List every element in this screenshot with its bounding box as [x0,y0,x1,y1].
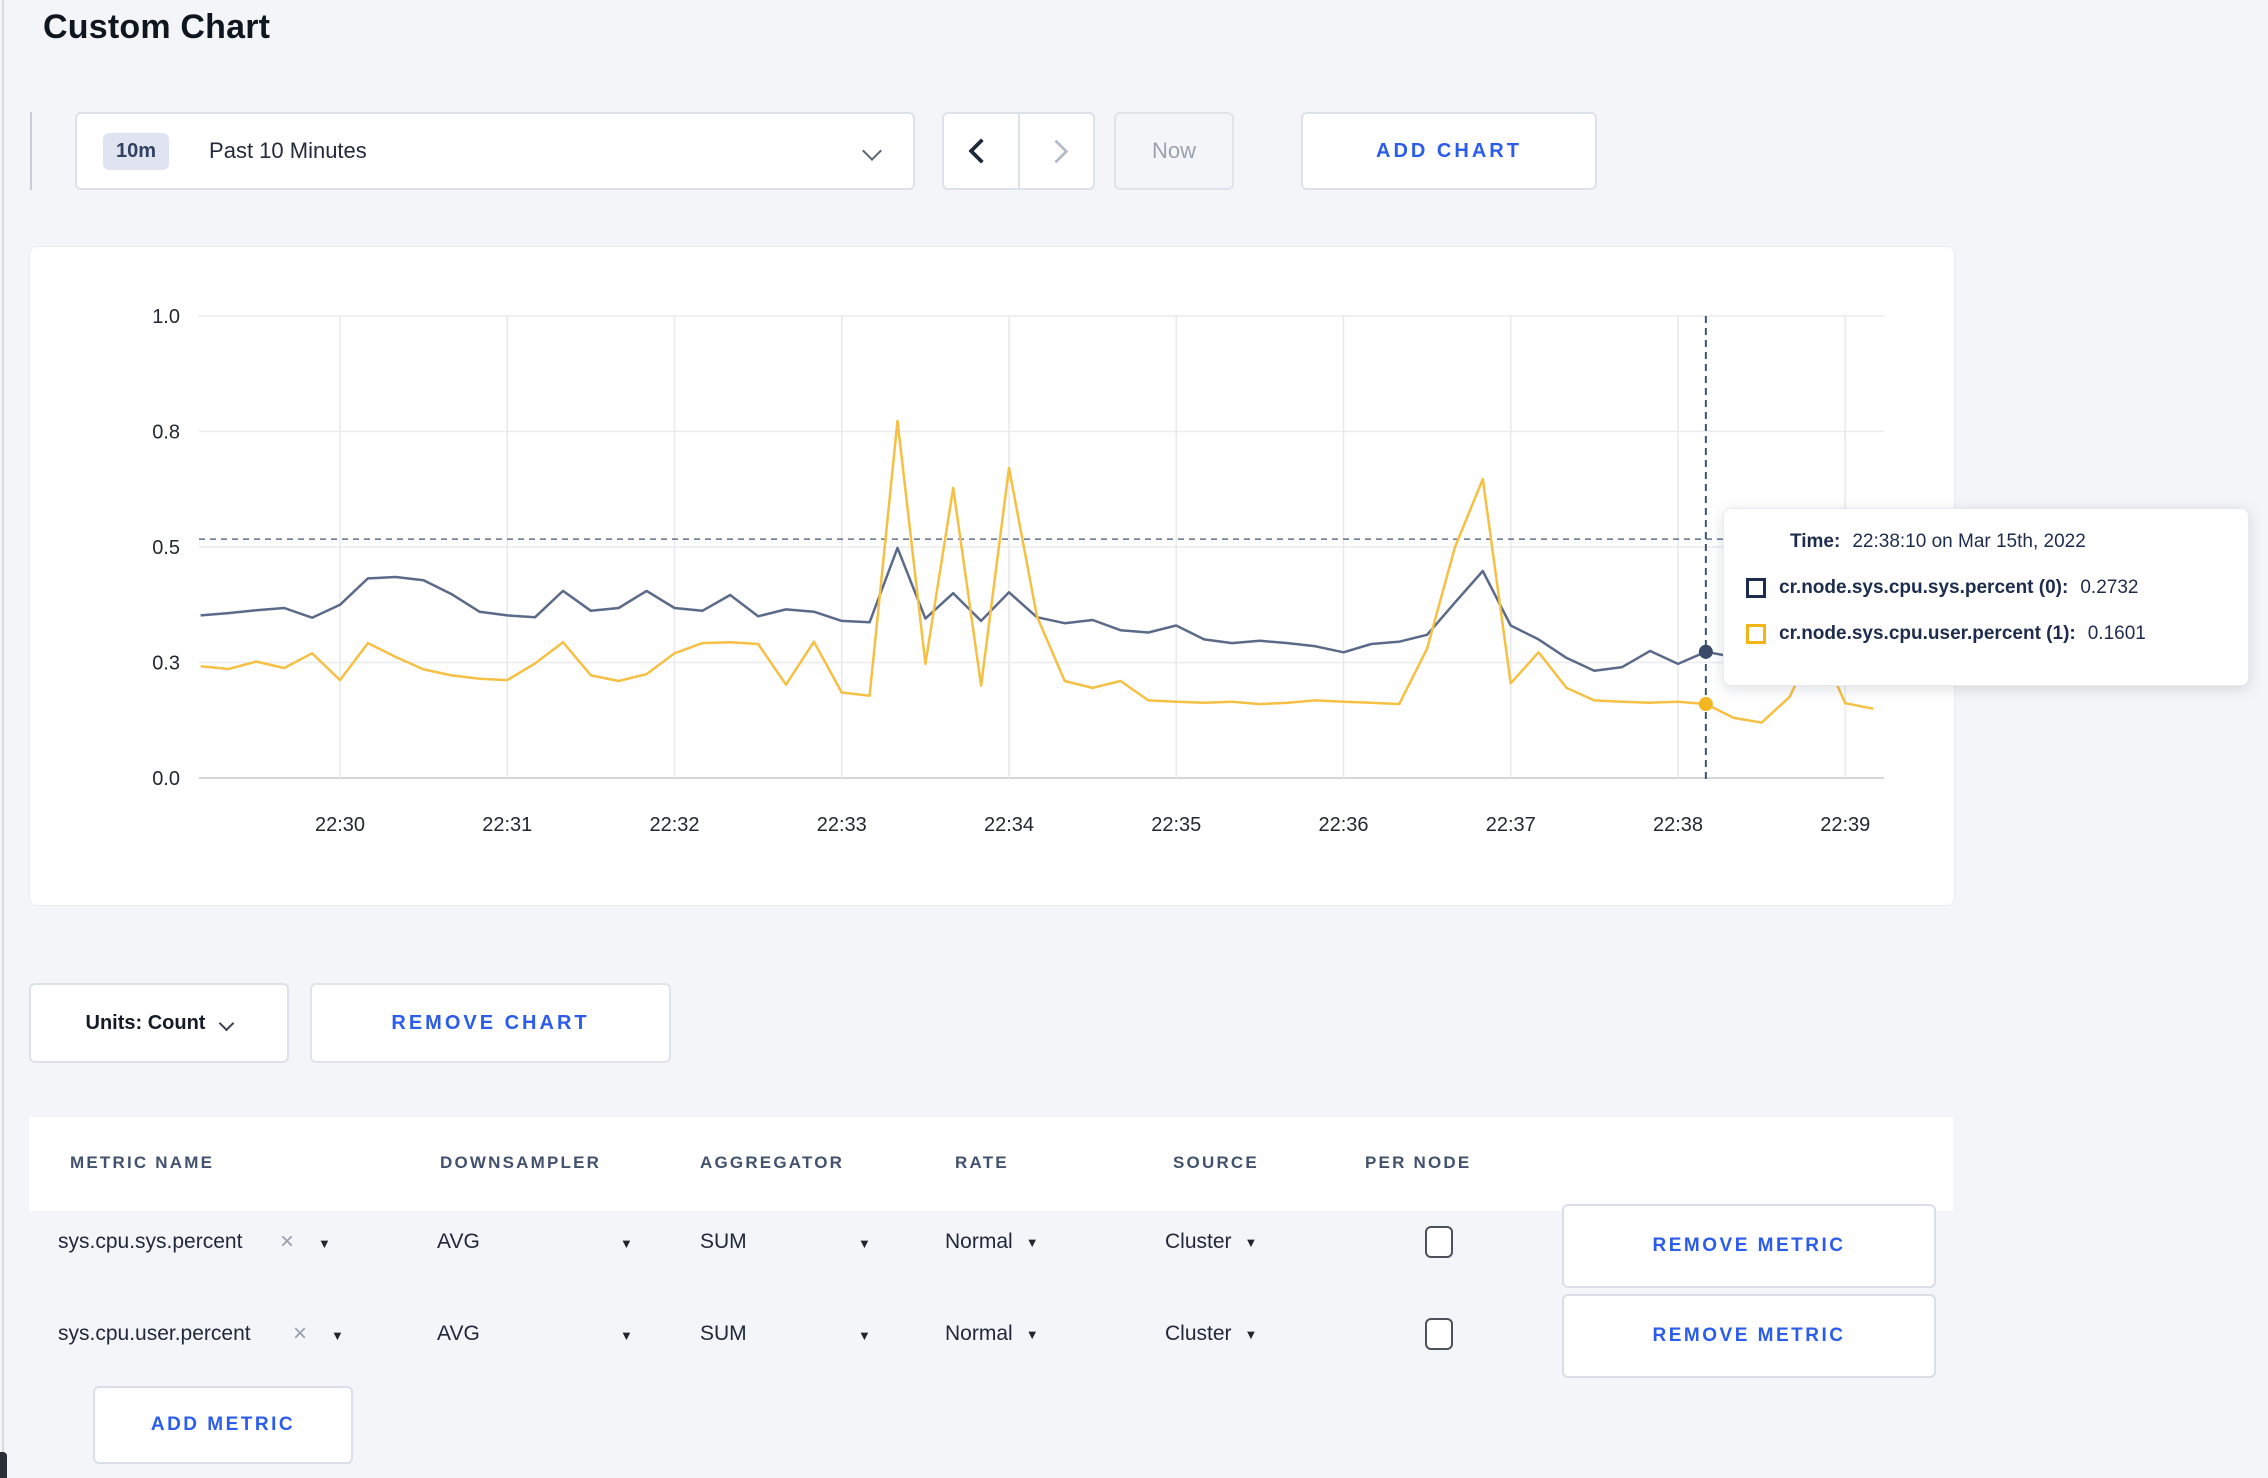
metrics-table-header: METRIC NAME DOWNSAMPLER AGGREGATOR RATE … [29,1117,1953,1211]
source-select[interactable]: Cluster ▼ [1165,1230,1257,1254]
caret-down-icon: ▼ [318,1236,331,1251]
source-select[interactable]: Cluster ▼ [1165,1322,1257,1346]
caret-down-icon: ▼ [858,1236,871,1251]
svg-text:22:30: 22:30 [315,814,365,836]
tooltip-series-value: 0.2732 [2080,577,2139,598]
col-header-metric-name: METRIC NAME [70,1153,215,1172]
svg-text:22:35: 22:35 [1151,814,1201,836]
tooltip-time-row: Time: 22:38:10 on Mar 15th, 2022 [1790,531,2086,553]
caret-down-icon: ▼ [858,1328,871,1343]
units-label: Units: Count [85,1011,206,1034]
svg-text:0.8: 0.8 [152,422,180,444]
svg-text:0.5: 0.5 [152,537,180,559]
caret-down-icon: ▼ [620,1236,633,1251]
caret-down-icon: ▼ [1025,1234,1039,1250]
sys-series-swatch-icon [1746,578,1766,598]
svg-text:22:37: 22:37 [1486,814,1536,836]
page-left-border [2,0,4,1478]
remove-chart-button[interactable]: REMOVE CHART [310,983,671,1063]
aggregator-select[interactable]: SUM [700,1322,747,1345]
col-header-source: SOURCE [1173,1153,1259,1172]
chart-card: 0.0 0.3 0.5 0.8 1.0 22:30 22:31 22:32 22:33 22:34… [29,246,1955,906]
source-value: Cluster [1165,1230,1232,1253]
svg-text:22:32: 22:32 [649,814,699,836]
time-range-select[interactable]: 10m Past 10 Minutes [75,112,915,190]
remove-metric-button[interactable]: REMOVE METRIC [1562,1294,1936,1378]
svg-text:1.0: 1.0 [152,306,180,328]
add-metric-button[interactable]: ADD METRIC [93,1386,353,1464]
aggregator-select[interactable]: SUM [700,1230,747,1253]
svg-text:22:39: 22:39 [1820,814,1870,836]
now-button[interactable]: Now [1114,112,1234,190]
time-range-arrows [942,112,1095,190]
caret-down-icon: ▼ [1025,1326,1039,1342]
add-chart-button[interactable]: ADD CHART [1301,112,1597,190]
page-title: Custom Chart [43,8,271,46]
caret-down-icon: ▼ [331,1328,344,1343]
source-value: Cluster [1165,1322,1232,1345]
caret-down-icon: ▼ [1244,1326,1258,1342]
user-series-swatch-icon [1746,624,1766,644]
svg-text:22:33: 22:33 [817,814,867,836]
chevron-down-icon [862,141,882,161]
metric-name-select[interactable]: sys.cpu.user.percent [58,1322,251,1345]
prev-range-button[interactable] [944,114,1018,188]
timeseries-chart[interactable]: 0.0 0.3 0.5 0.8 1.0 22:30 22:31 22:32 22:33 22:34… [30,247,1954,905]
units-select[interactable]: Units: Count [29,983,289,1063]
toolbar-divider [30,112,32,190]
tooltip-series-value: 0.1601 [2087,623,2146,644]
svg-text:22:38: 22:38 [1653,814,1703,836]
col-header-rate: RATE [955,1153,1009,1172]
chart-tooltip: Time: 22:38:10 on Mar 15th, 2022 cr.node… [1723,508,2249,686]
col-header-aggregator: AGGREGATOR [700,1153,845,1172]
partial-element [0,1452,7,1478]
tooltip-series-row: cr.node.sys.cpu.user.percent (1): 0.1601 [1746,623,2146,645]
clear-metric-icon[interactable]: × [280,1228,295,1255]
next-range-button[interactable] [1017,114,1094,188]
downsampler-select[interactable]: AVG [437,1230,480,1253]
rate-select[interactable]: Normal ▼ [945,1322,1039,1346]
clear-metric-icon[interactable]: × [293,1320,308,1347]
metric-name-select[interactable]: sys.cpu.sys.percent [58,1230,243,1253]
per-node-checkbox[interactable] [1425,1318,1453,1350]
svg-text:22:36: 22:36 [1318,814,1368,836]
caret-down-icon: ▼ [620,1328,633,1343]
col-header-per-node: PER NODE [1365,1153,1472,1172]
tooltip-series-row: cr.node.sys.cpu.sys.percent (0): 0.2732 [1746,577,2138,599]
tooltip-series-name: cr.node.sys.cpu.user.percent (1): [1779,623,2076,644]
chevron-right-icon [1044,138,1069,164]
col-header-downsampler: DOWNSAMPLER [440,1153,602,1172]
tooltip-series-name: cr.node.sys.cpu.sys.percent (0): [1779,577,2069,598]
chevron-left-icon [968,138,994,164]
svg-text:22:31: 22:31 [482,814,532,836]
downsampler-select[interactable]: AVG [437,1322,480,1345]
time-range-label: Past 10 Minutes [209,138,367,163]
rate-value: Normal [945,1230,1013,1253]
svg-text:0.3: 0.3 [152,653,180,675]
time-range-badge: 10m [103,132,170,170]
svg-text:0.0: 0.0 [152,768,180,790]
remove-metric-button[interactable]: REMOVE METRIC [1562,1204,1936,1288]
rate-select[interactable]: Normal ▼ [945,1230,1039,1254]
tooltip-time-value: 22:38:10 on Mar 15th, 2022 [1852,531,2086,552]
chevron-down-icon [219,1015,235,1031]
caret-down-icon: ▼ [1244,1234,1258,1250]
tooltip-time-label: Time: [1790,531,1841,552]
rate-value: Normal [945,1322,1013,1345]
svg-text:22:34: 22:34 [984,814,1034,836]
per-node-checkbox[interactable] [1425,1226,1453,1258]
